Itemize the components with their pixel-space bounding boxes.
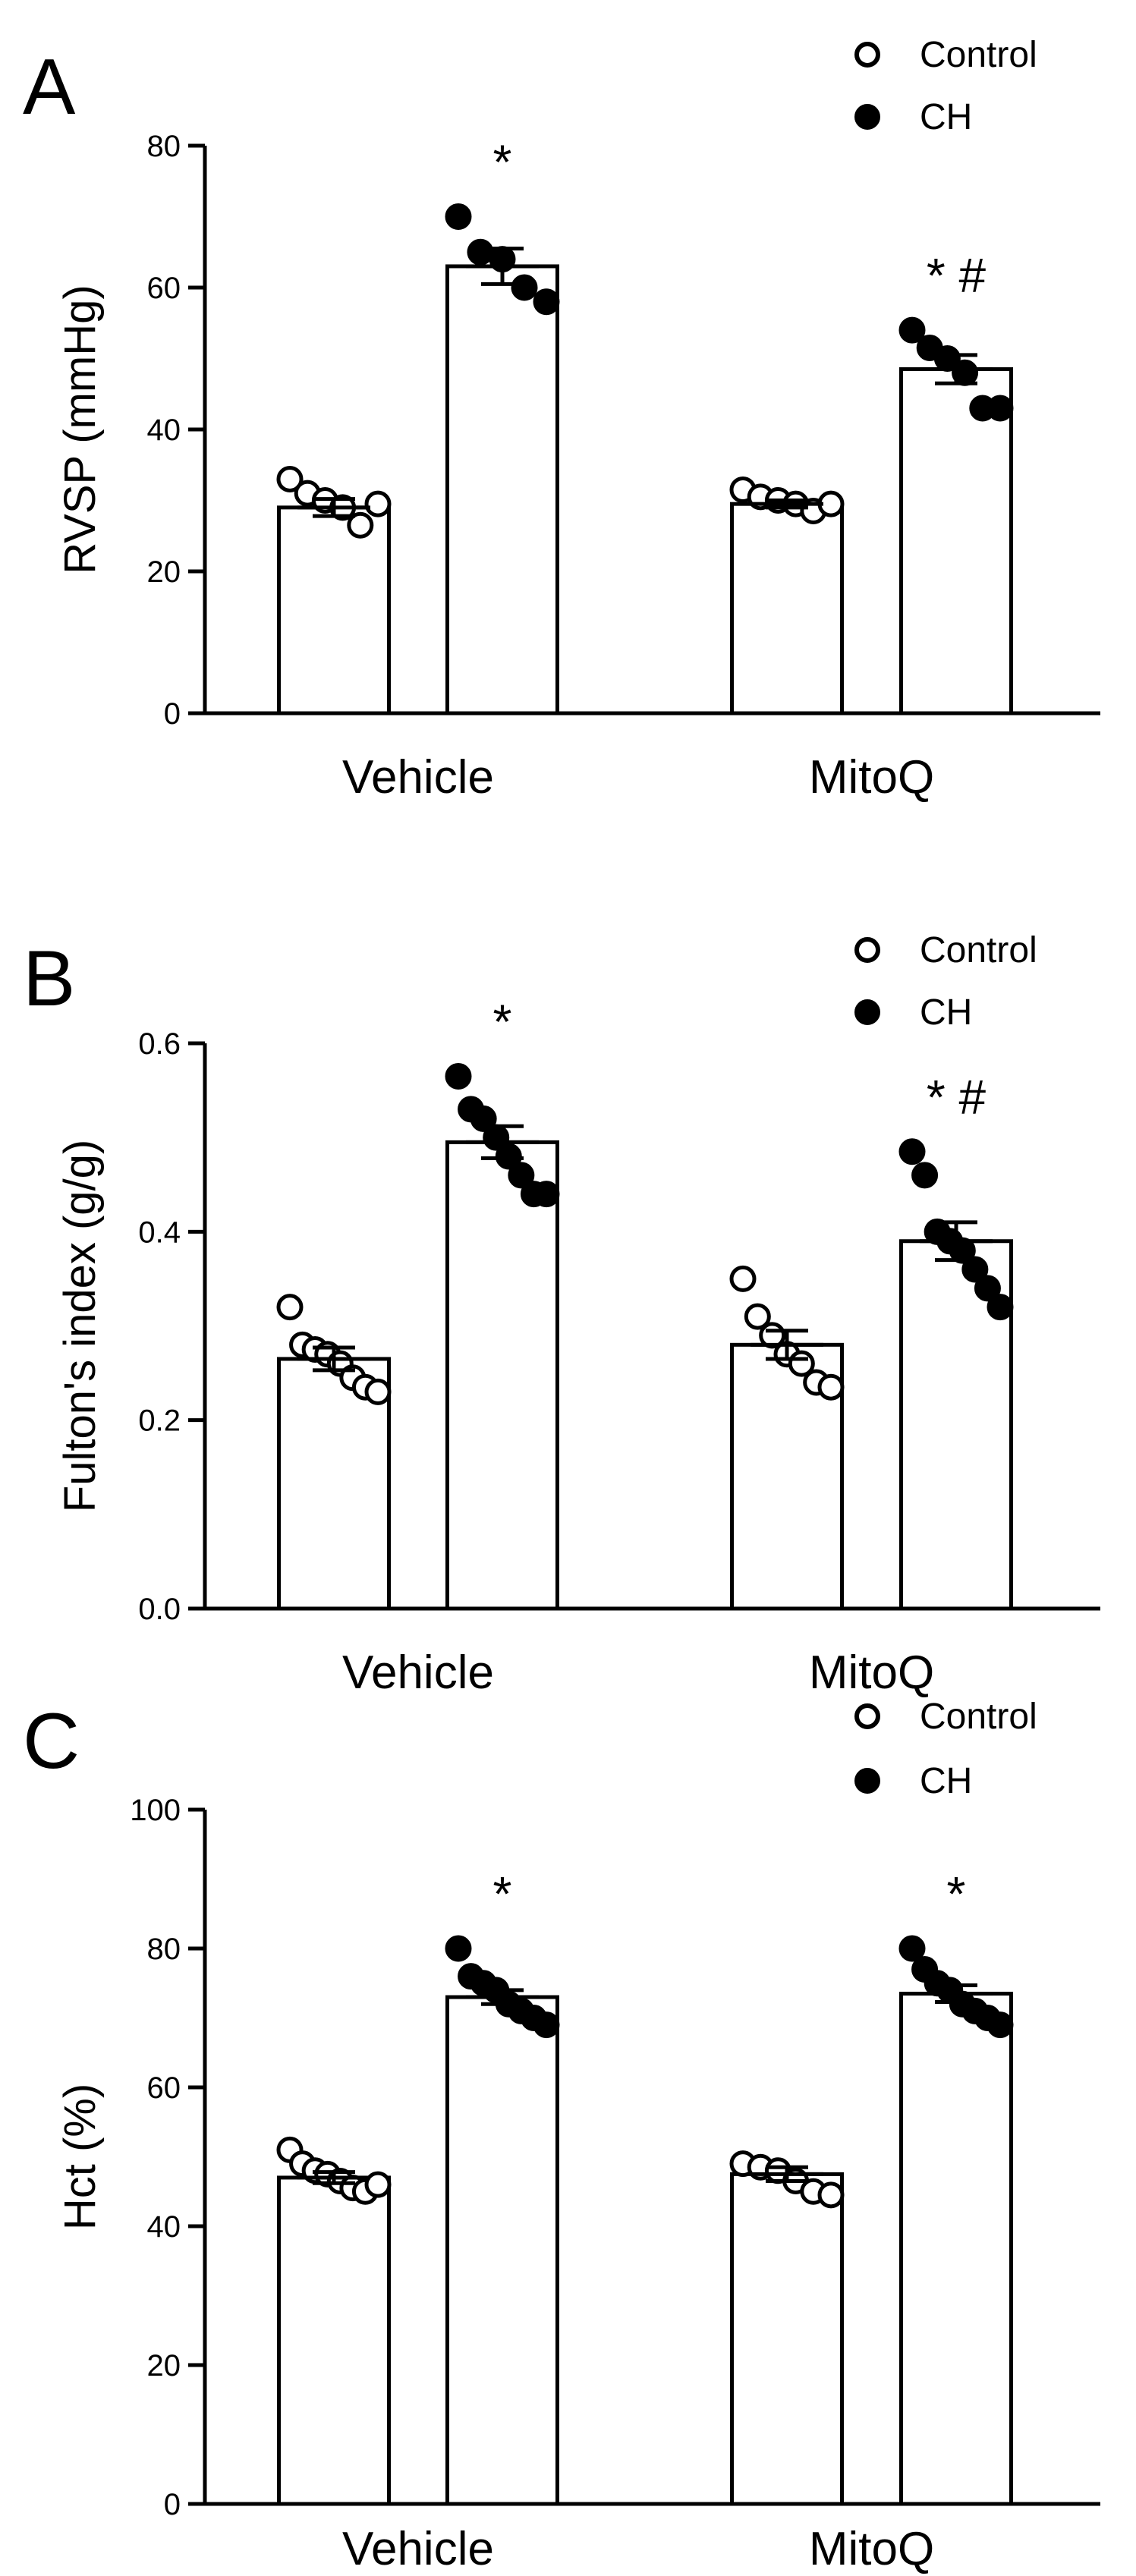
category-label: MitoQ [809, 2523, 934, 2575]
data-point-ch [961, 1256, 989, 1283]
bar-control-vehicle [277, 2175, 391, 2506]
bar-control-vehicle [277, 505, 391, 716]
category-label: Vehicle [342, 1647, 494, 1699]
legend-label-ch: CH [920, 1761, 972, 1801]
category-label: Vehicle [342, 2523, 494, 2575]
significance-marker: * # [927, 1070, 987, 1124]
data-point-ch [533, 288, 560, 316]
y-tick-label: 20 [147, 2349, 181, 2383]
legend-label-ch: CH [920, 97, 972, 137]
data-point-ch [898, 316, 926, 344]
y-tick-label: 60 [147, 272, 181, 305]
bar-control-mitoq [730, 2172, 844, 2506]
panel-letter: A [23, 43, 76, 131]
data-point-ch [987, 1294, 1014, 1321]
y-tick-label: 60 [147, 2071, 181, 2105]
y-axis-label: Hct (%) [55, 2084, 105, 2230]
y-tick-label: 80 [147, 130, 181, 163]
category-label: MitoQ [809, 751, 934, 804]
data-point-control [817, 2181, 845, 2209]
panel-a: A RVSP (mmHg) 0 20 40 60 80 * Vehicle * # MitoQ Con… [23, 35, 1100, 804]
y-tick-label: 0.2 [138, 1404, 181, 1438]
significance-marker: * [493, 1867, 512, 1921]
data-point-ch [445, 203, 472, 230]
bar-ch-vehicle [445, 1995, 559, 2506]
legend-marker-ch [854, 104, 880, 130]
y-tick-label: 0 [164, 697, 181, 731]
bar-ch-mitoq [899, 367, 1013, 716]
panel-c: C Hct (%) 0 20 40 60 80 100 * Vehicle * MitoQ Contro… [23, 1697, 1100, 2575]
panel-b: B Fulton's index (g/g) 0.0 0.2 0.4 0.6 * Vehicl… [23, 930, 1100, 1699]
y-tick-label: 0.4 [138, 1216, 181, 1249]
y-tick-label: 40 [147, 2210, 181, 2244]
data-point-control [364, 490, 392, 517]
y-tick-label: 40 [147, 414, 181, 447]
data-point-control [364, 1378, 392, 1405]
y-tick-label: 80 [147, 1933, 181, 1966]
significance-marker: * # [927, 248, 987, 303]
data-point-ch [898, 1138, 926, 1165]
legend-marker-control [854, 42, 880, 68]
data-point-ch [445, 1935, 472, 1962]
legend-label-control: Control [920, 1697, 1037, 1737]
legend-marker-ch [854, 999, 880, 1025]
data-point-ch [987, 2011, 1014, 2039]
data-point-ch [533, 1181, 560, 1208]
y-tick-label: 100 [130, 1794, 181, 1827]
significance-marker: * [493, 994, 512, 1049]
legend-label-ch: CH [920, 992, 972, 1033]
data-point-ch [898, 1935, 926, 1962]
data-point-control [364, 2171, 392, 2198]
data-point-ch [911, 1162, 939, 1189]
y-tick-label: 20 [147, 555, 181, 589]
data-point-control [347, 511, 374, 539]
data-point-ch [445, 1062, 472, 1090]
data-point-ch [508, 1162, 535, 1189]
category-label: Vehicle [342, 751, 494, 804]
legend-marker-control [854, 937, 880, 963]
legend-marker-ch [854, 1768, 880, 1794]
legend-marker-control [854, 1703, 880, 1729]
data-point-ch [974, 1275, 1001, 1302]
category-label: MitoQ [809, 1647, 934, 1699]
bar-ch-vehicle [445, 264, 559, 716]
bar-control-mitoq [730, 502, 844, 716]
y-axis-label: Fulton's index (g/g) [55, 1140, 105, 1512]
data-point-control [729, 1265, 757, 1292]
data-point-control [276, 465, 304, 492]
data-point-control [744, 1303, 771, 1330]
bar-ch-vehicle [445, 1140, 559, 1611]
bar-ch-mitoq [899, 1991, 1013, 2506]
panel-letter: C [23, 1697, 80, 1785]
y-tick-label: 0.0 [138, 1593, 181, 1626]
y-tick-label: 0.6 [138, 1027, 181, 1061]
legend-label-control: Control [920, 35, 1037, 75]
data-point-control [276, 1294, 304, 1321]
y-axis-label: RVSP (mmHg) [55, 285, 105, 574]
data-point-ch [987, 395, 1014, 422]
data-point-ch [533, 2011, 560, 2039]
panel-letter: B [23, 935, 75, 1023]
y-tick-label: 0 [164, 2488, 181, 2521]
data-point-control [817, 1373, 845, 1401]
significance-marker: * [493, 135, 512, 190]
data-point-ch [467, 238, 494, 266]
legend-label-control: Control [920, 930, 1037, 970]
significance-marker: * [947, 1867, 966, 1921]
data-point-ch [511, 274, 538, 301]
